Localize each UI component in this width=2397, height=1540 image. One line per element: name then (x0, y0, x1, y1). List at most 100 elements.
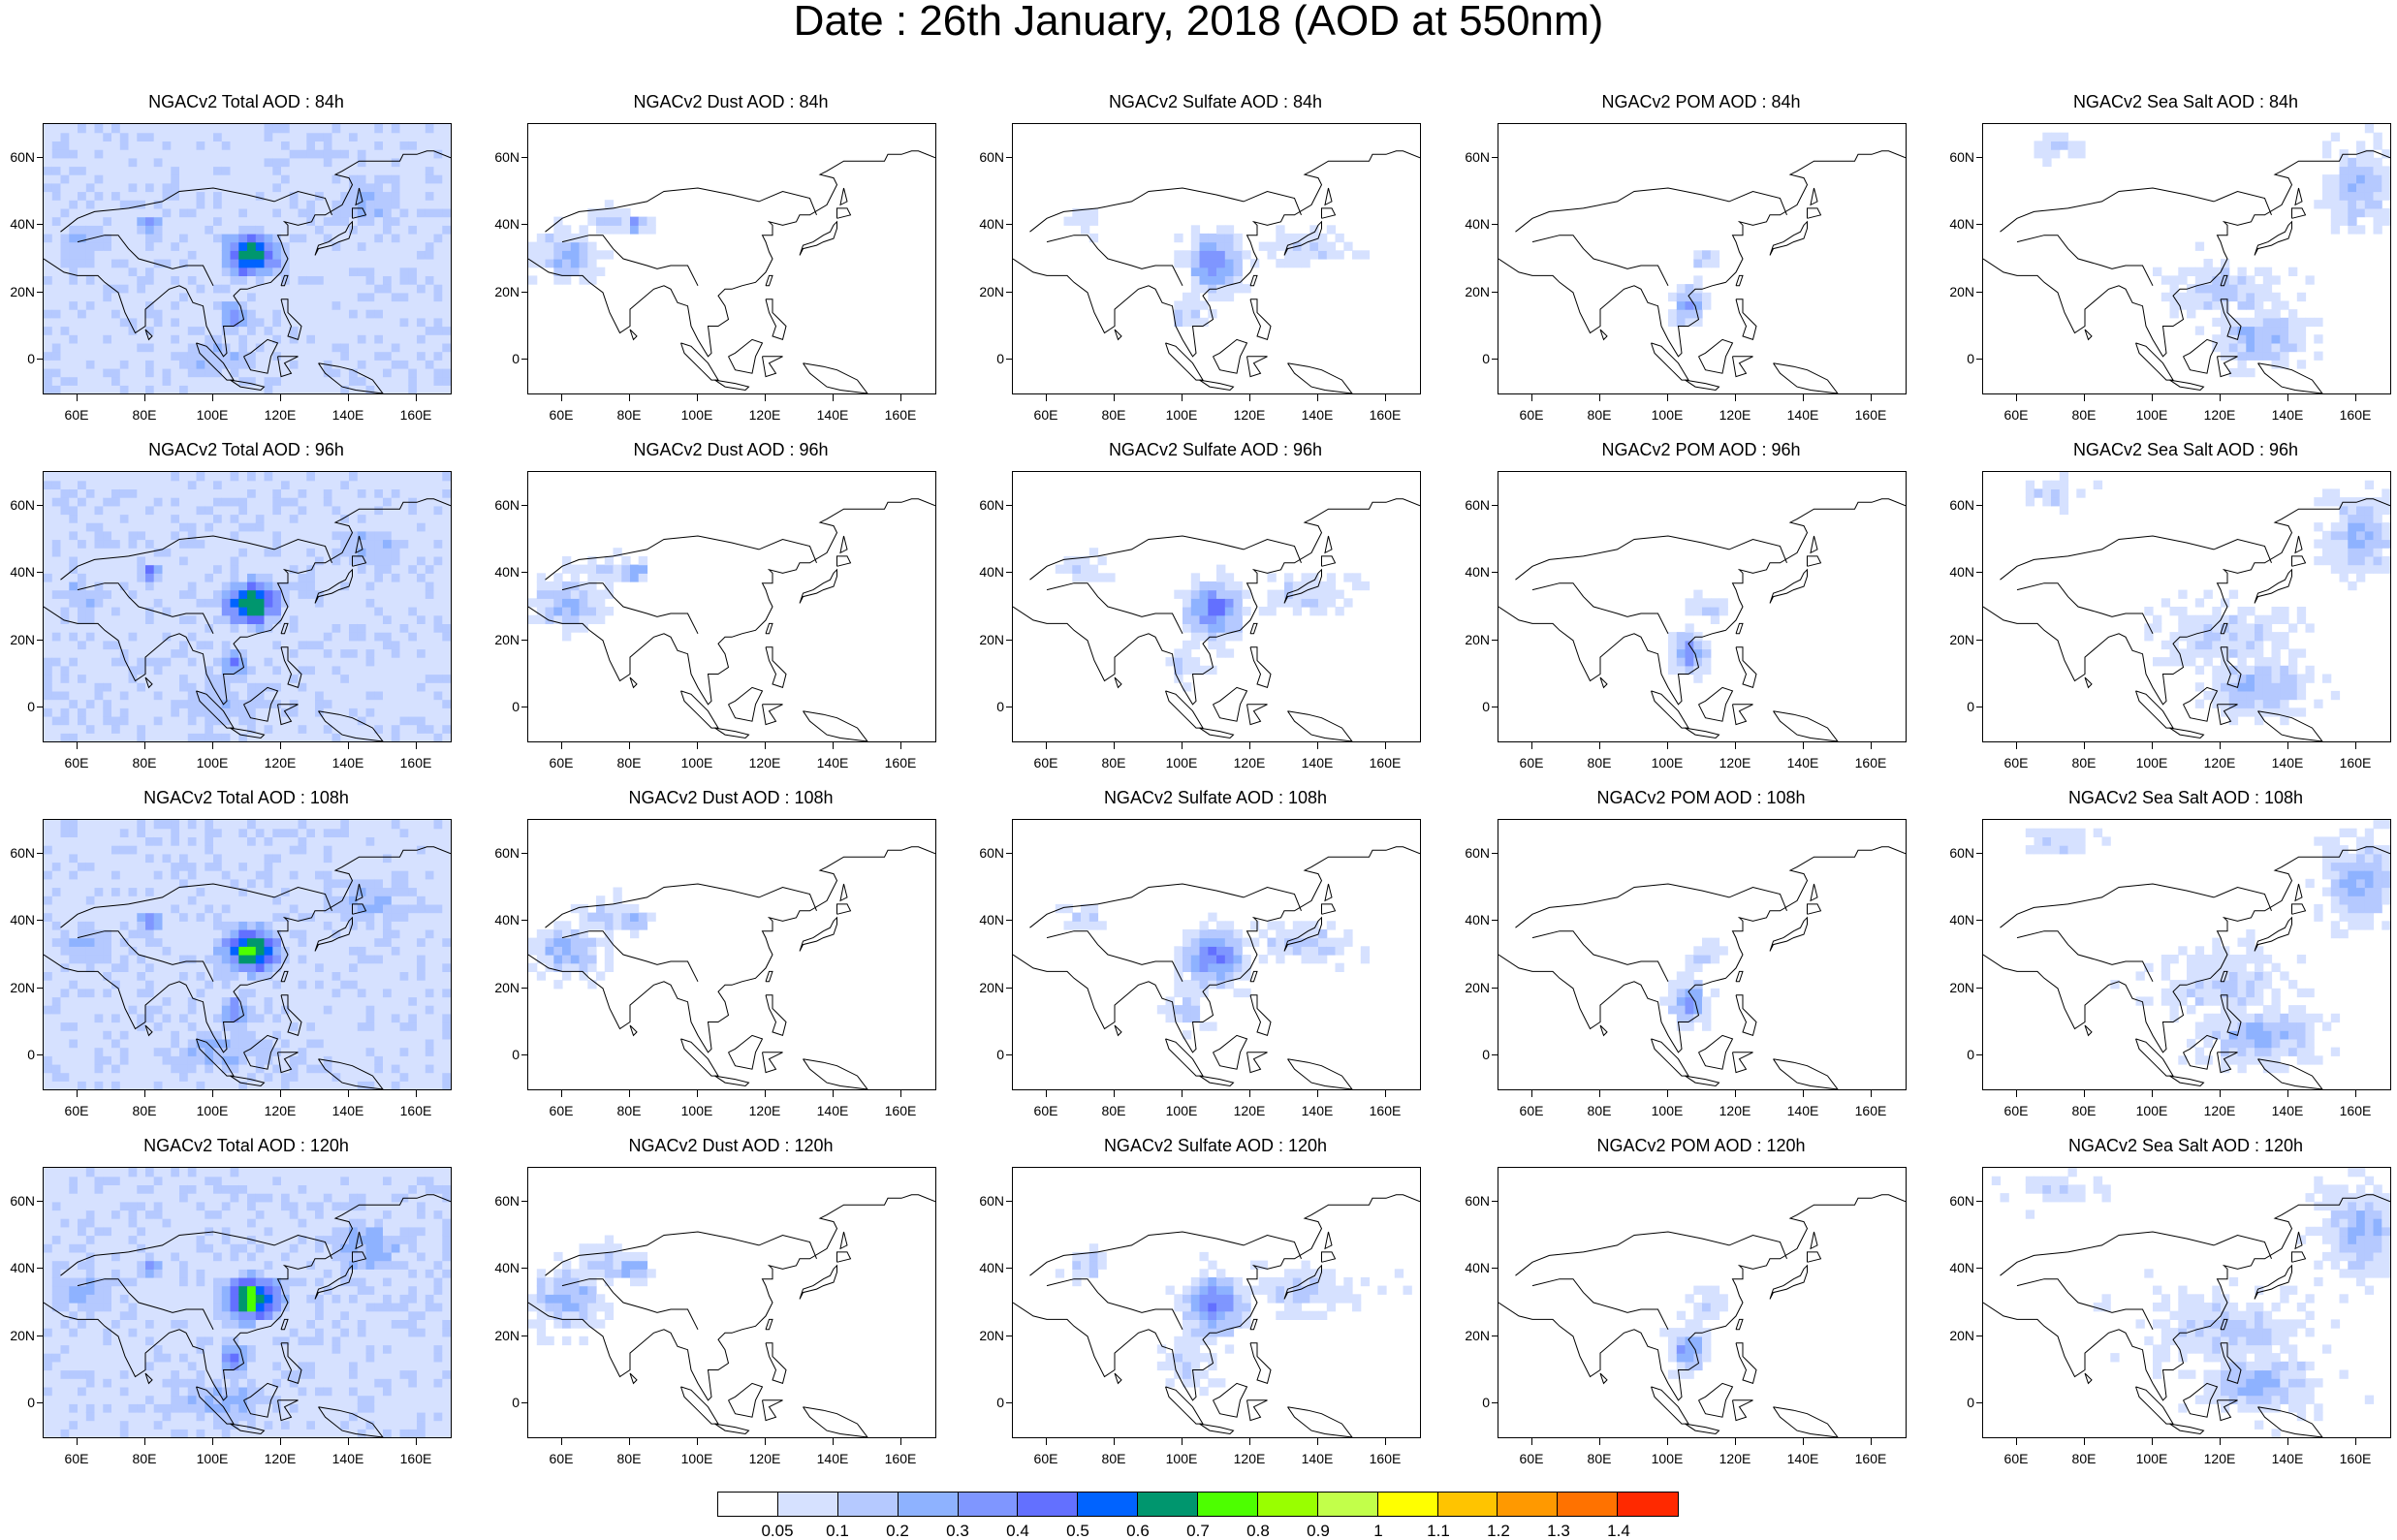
aod-cell (2280, 327, 2288, 335)
aod-cell (2365, 183, 2374, 192)
aod-cell (86, 845, 95, 854)
aod-cell (120, 963, 129, 972)
aod-cell (290, 158, 299, 167)
aod-cell (69, 938, 78, 947)
aod-cell (434, 377, 443, 386)
aod-cell (426, 691, 434, 700)
lon-tick (1871, 394, 1872, 401)
aod-cell (1200, 623, 1209, 632)
aod-cell (1200, 234, 1209, 242)
aod-cell (52, 1073, 61, 1082)
aod-cell (2356, 556, 2365, 565)
aod-cell (383, 615, 392, 624)
aod-cell (1225, 573, 1234, 581)
aod-cell (374, 293, 383, 301)
aod-cell (290, 225, 299, 234)
aod-cell (1234, 259, 1243, 267)
aod-cell (222, 385, 231, 393)
aod-cell (197, 623, 205, 632)
aod-cell (188, 1064, 197, 1073)
aod-cell (400, 217, 409, 226)
aod-cell (442, 352, 451, 361)
aod-cell (120, 870, 129, 879)
aod-cell (332, 733, 341, 741)
aod-cell (306, 309, 315, 318)
aod-cell (281, 506, 290, 515)
aod-cell (179, 149, 188, 158)
aod-cell (171, 1022, 179, 1031)
aod-cell (95, 707, 104, 716)
aod-cell (358, 360, 366, 368)
aod-cell (434, 556, 443, 565)
aod-cell (86, 879, 95, 888)
aod-cell (120, 955, 129, 963)
aod-cell (222, 648, 231, 657)
aod-cell (103, 267, 111, 276)
aod-cell (1064, 565, 1073, 574)
aod-cell (2381, 522, 2390, 531)
aod-cell (2051, 141, 2060, 149)
aod-cell (111, 481, 120, 489)
aod-cell (179, 267, 188, 276)
aod-cell (44, 836, 52, 845)
aod-cell (61, 913, 70, 922)
aod-cell (154, 888, 163, 896)
aod-cell (2144, 632, 2153, 641)
aod-cell (366, 368, 375, 377)
aod-cell (111, 666, 120, 675)
lon-tick-label: 120E (1716, 408, 1754, 422)
aod-cell (179, 318, 188, 327)
aod-cell (86, 836, 95, 845)
aod-cell (86, 565, 95, 574)
aod-cell (272, 607, 281, 615)
aod-cell (145, 1055, 154, 1064)
lon-tick-label: 80E (610, 408, 648, 422)
aod-cell (145, 318, 154, 327)
aod-cell (400, 385, 409, 393)
aod-cell (272, 573, 281, 581)
lon-tick-label: 60E (57, 756, 96, 770)
aod-cell (103, 217, 111, 226)
coastline (1288, 363, 1353, 393)
aod-cell (171, 488, 179, 497)
aod-cell (86, 1030, 95, 1039)
aod-cell (44, 648, 52, 657)
aod-cell (2365, 200, 2374, 208)
aod-cell (2272, 657, 2281, 666)
aod-cell (400, 183, 409, 192)
aod-cell (306, 225, 315, 234)
aod-cell (2288, 675, 2297, 683)
lat-tick (1976, 505, 1982, 506)
aod-cell (213, 581, 222, 590)
aod-cell (408, 242, 417, 251)
aod-cell (222, 497, 231, 506)
aod-cell (1208, 234, 1216, 242)
aod-cell (95, 700, 104, 708)
aod-cell (2076, 488, 2085, 497)
aod-cell (366, 488, 375, 497)
aod-cell (605, 565, 614, 574)
aod-cell (442, 733, 451, 741)
aod-cell (315, 242, 324, 251)
coastline (1516, 536, 1787, 580)
aod-cell (44, 675, 52, 683)
aod-cell (2272, 334, 2281, 343)
aod-cell (265, 556, 273, 565)
aod-cell (272, 700, 281, 708)
aod-cell (231, 531, 239, 540)
aod-cell (400, 598, 409, 607)
aod-cell (383, 259, 392, 267)
aod-cell (408, 700, 417, 708)
aod-cell (213, 598, 222, 607)
aod-cell (163, 225, 172, 234)
aod-cell (324, 352, 332, 361)
aod-cell (426, 200, 434, 208)
aod-cell (137, 971, 145, 980)
aod-cell (2314, 522, 2322, 531)
aod-cell (44, 174, 52, 183)
aod-cell (442, 309, 451, 318)
aod-cell (171, 242, 179, 251)
aod-cell (392, 208, 400, 217)
aod-cell (61, 929, 70, 938)
